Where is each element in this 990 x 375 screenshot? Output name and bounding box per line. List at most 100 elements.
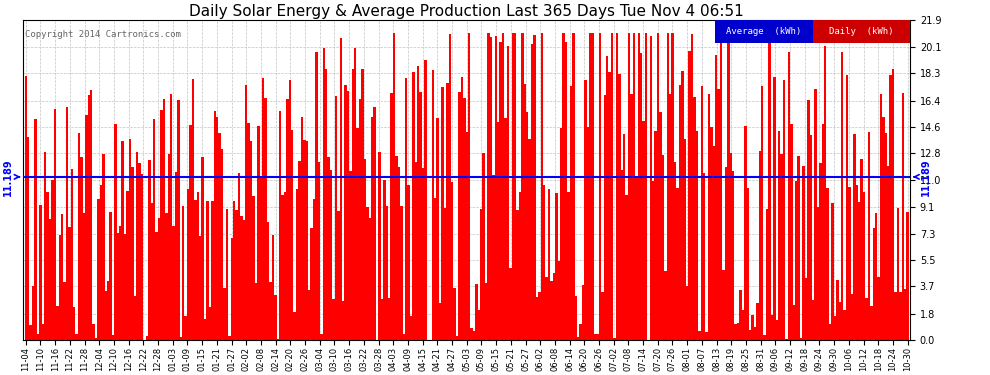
- Bar: [552, 273, 555, 340]
- Bar: [902, 93, 904, 340]
- Bar: [587, 127, 589, 340]
- Bar: [437, 118, 439, 340]
- Bar: [545, 277, 547, 340]
- Bar: [368, 219, 371, 340]
- Bar: [100, 185, 102, 340]
- Bar: [30, 326, 32, 340]
- Bar: [383, 180, 385, 340]
- Bar: [723, 270, 725, 340]
- Bar: [795, 182, 797, 340]
- Bar: [526, 112, 529, 340]
- Bar: [618, 74, 621, 341]
- Bar: [519, 192, 521, 340]
- Bar: [657, 33, 659, 340]
- Bar: [148, 160, 150, 340]
- Bar: [877, 277, 880, 340]
- Bar: [744, 126, 746, 340]
- Bar: [325, 69, 328, 341]
- Bar: [557, 261, 560, 340]
- Bar: [536, 297, 539, 340]
- Bar: [78, 133, 80, 340]
- Bar: [451, 182, 453, 340]
- Bar: [889, 75, 892, 340]
- Bar: [604, 95, 606, 340]
- Bar: [715, 55, 718, 340]
- Bar: [129, 139, 132, 340]
- Bar: [666, 33, 669, 340]
- Bar: [773, 77, 775, 340]
- Bar: [720, 33, 723, 340]
- Bar: [718, 89, 720, 340]
- Bar: [221, 149, 223, 340]
- Bar: [502, 33, 504, 340]
- Bar: [676, 188, 679, 340]
- Bar: [544, 185, 545, 340]
- Bar: [400, 206, 403, 340]
- Bar: [165, 213, 167, 340]
- Bar: [223, 288, 226, 340]
- Bar: [63, 282, 65, 340]
- Bar: [579, 324, 582, 340]
- Bar: [189, 125, 192, 340]
- Bar: [425, 60, 427, 340]
- Bar: [832, 203, 834, 340]
- Bar: [751, 315, 753, 340]
- Bar: [139, 163, 141, 340]
- Bar: [226, 209, 228, 340]
- Bar: [827, 188, 829, 340]
- Bar: [403, 334, 405, 340]
- Bar: [248, 123, 249, 340]
- Bar: [894, 292, 897, 340]
- Bar: [146, 336, 148, 340]
- Bar: [842, 52, 843, 340]
- Bar: [328, 157, 330, 340]
- Bar: [746, 188, 749, 340]
- Bar: [453, 288, 455, 340]
- Bar: [819, 163, 822, 340]
- Bar: [572, 33, 574, 340]
- Bar: [420, 92, 422, 340]
- Bar: [638, 33, 640, 340]
- Bar: [432, 70, 434, 340]
- Bar: [303, 140, 306, 340]
- Bar: [547, 189, 550, 340]
- Bar: [291, 130, 293, 340]
- Bar: [499, 42, 502, 340]
- Bar: [56, 306, 58, 340]
- Bar: [257, 126, 259, 341]
- Bar: [83, 213, 85, 340]
- Bar: [475, 284, 477, 340]
- Bar: [444, 208, 446, 340]
- Bar: [507, 46, 509, 340]
- Bar: [338, 211, 340, 340]
- Bar: [490, 37, 492, 340]
- Bar: [463, 98, 465, 340]
- Bar: [345, 85, 346, 340]
- Bar: [87, 95, 90, 340]
- Bar: [219, 133, 221, 340]
- Bar: [179, 337, 182, 340]
- Bar: [865, 298, 867, 340]
- Bar: [785, 339, 788, 340]
- Bar: [805, 278, 807, 340]
- Bar: [727, 33, 730, 340]
- Bar: [867, 132, 870, 340]
- Bar: [497, 122, 499, 340]
- Bar: [243, 220, 246, 340]
- Bar: [907, 212, 909, 340]
- Bar: [742, 310, 744, 340]
- Bar: [708, 94, 710, 340]
- Bar: [577, 337, 579, 340]
- Bar: [47, 192, 49, 340]
- Bar: [281, 195, 284, 340]
- Bar: [683, 139, 686, 340]
- Bar: [298, 161, 301, 340]
- Bar: [487, 33, 490, 340]
- Bar: [669, 94, 671, 340]
- Bar: [465, 132, 468, 340]
- Bar: [599, 33, 601, 340]
- Bar: [713, 146, 715, 340]
- Bar: [395, 156, 398, 340]
- Bar: [631, 94, 633, 340]
- Bar: [286, 99, 289, 340]
